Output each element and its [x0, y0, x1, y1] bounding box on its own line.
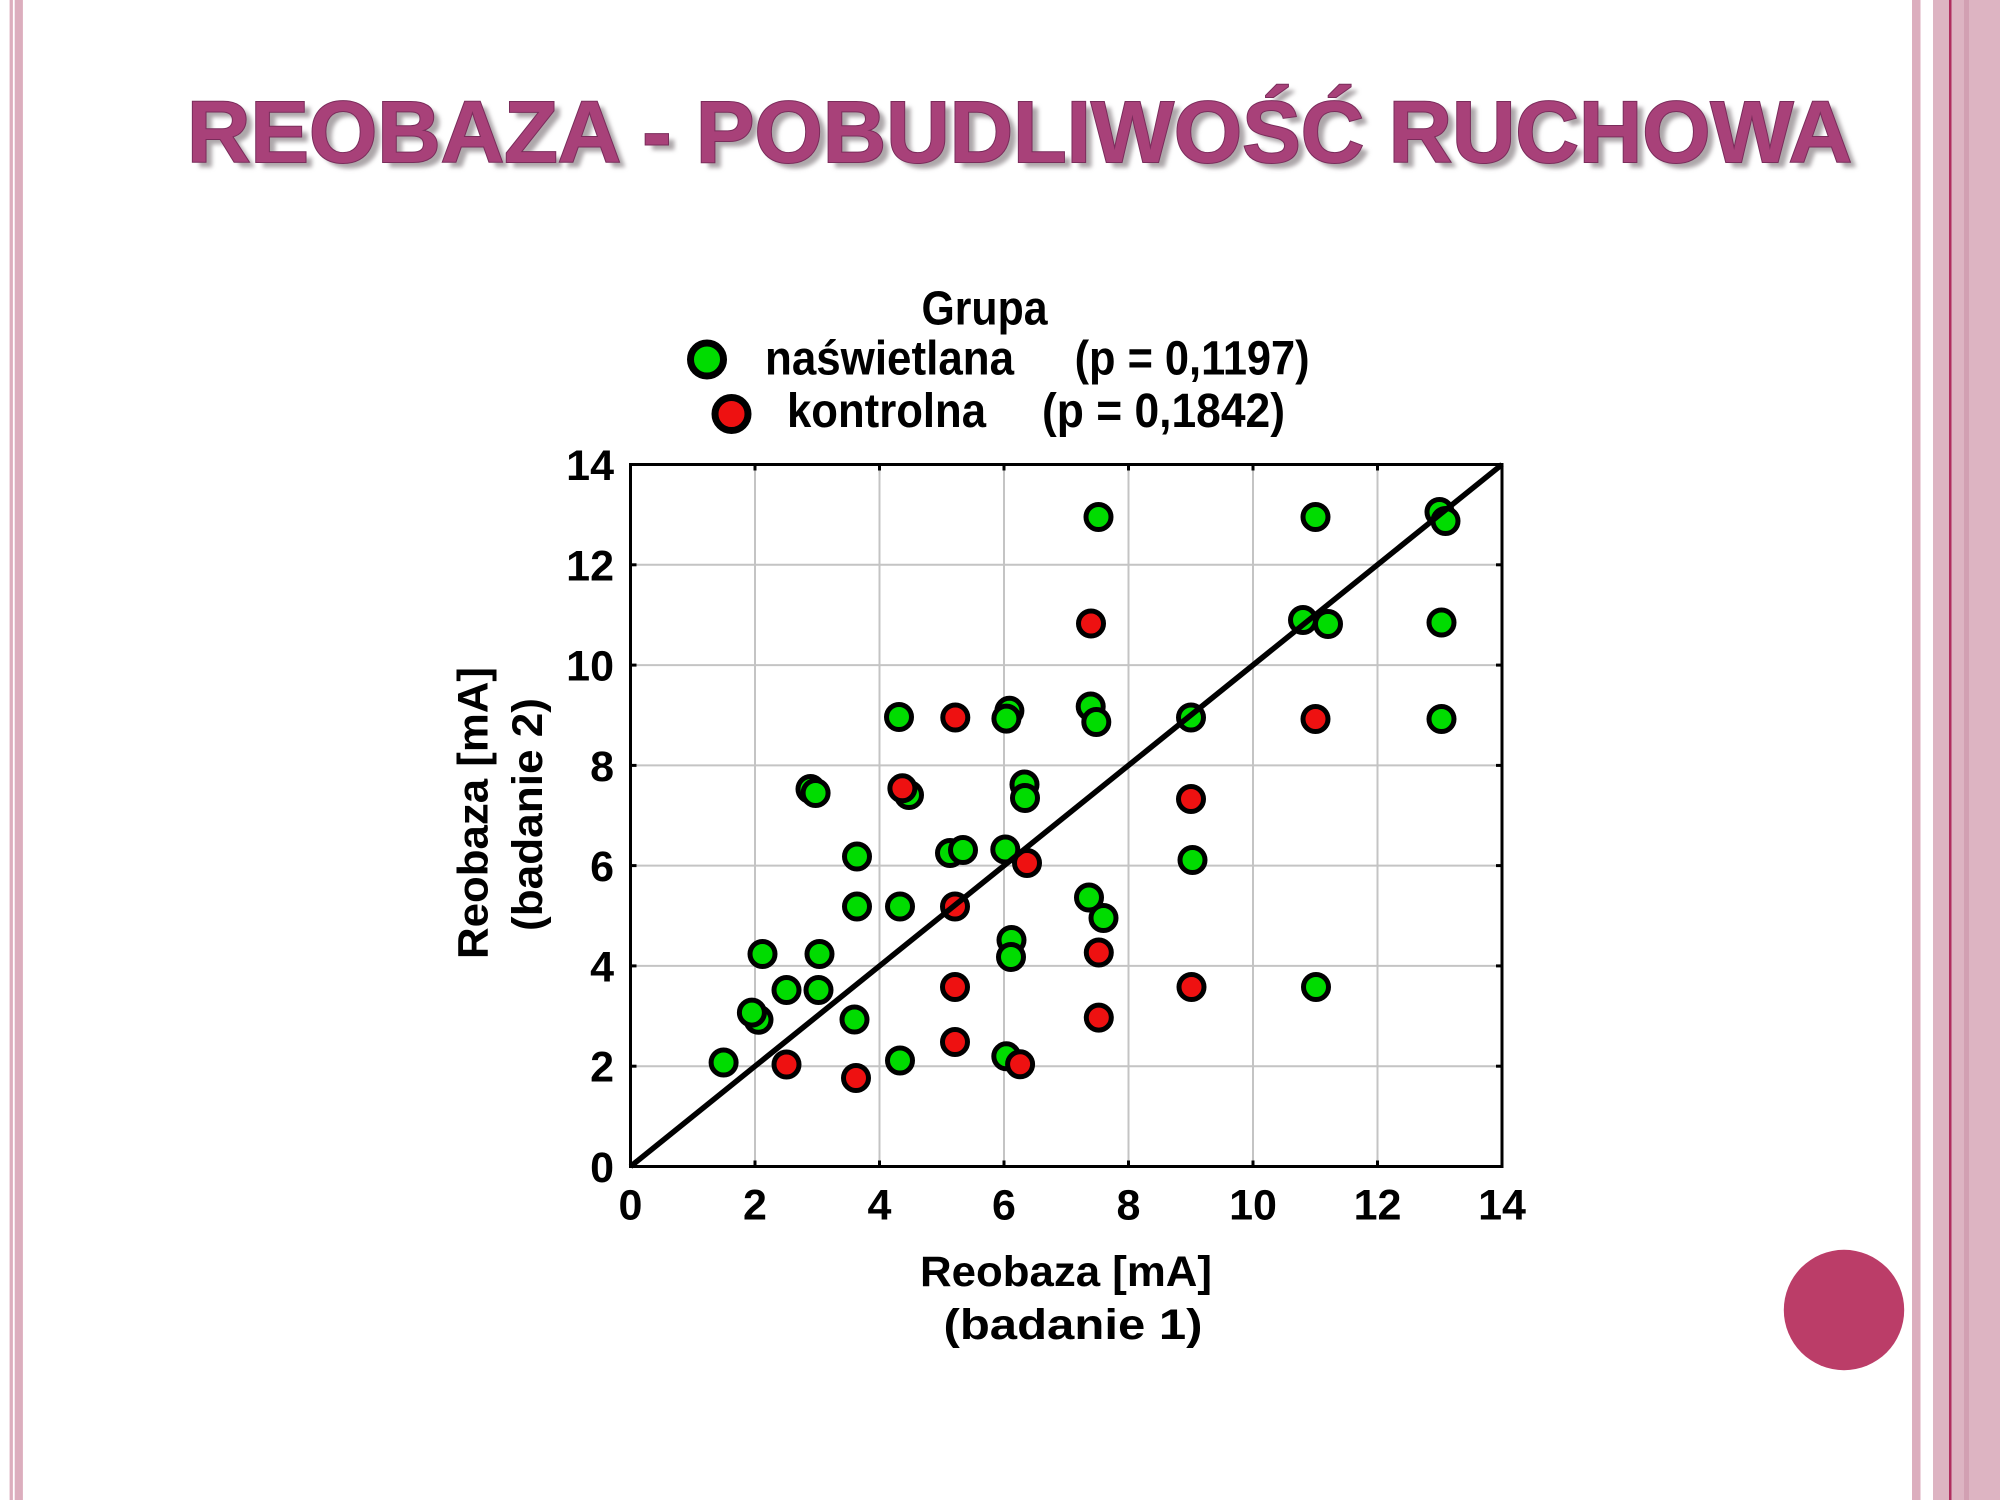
- svg-text:14: 14: [566, 442, 614, 490]
- svg-text:2: 2: [590, 1044, 614, 1092]
- svg-text:6: 6: [992, 1182, 1016, 1230]
- svg-text:10: 10: [1229, 1182, 1277, 1230]
- svg-text:4: 4: [868, 1182, 892, 1230]
- svg-text:0: 0: [590, 1144, 614, 1192]
- svg-text:8: 8: [590, 743, 614, 791]
- svg-text:(p = 0,1842): (p = 0,1842): [1042, 385, 1285, 438]
- svg-text:REOBAZA - POBUDLIWOŚĆ RUCHOWA: REOBAZA - POBUDLIWOŚĆ RUCHOWA: [194, 90, 1859, 187]
- svg-text:6: 6: [590, 843, 614, 891]
- svg-text:(p = 0,1197): (p = 0,1197): [1075, 333, 1310, 386]
- svg-text:8: 8: [1117, 1182, 1141, 1230]
- svg-text:naświetlana: naświetlana: [765, 333, 1014, 386]
- svg-text:Reobaza [mA]: Reobaza [mA]: [450, 667, 498, 959]
- svg-text:Reobaza [mA]: Reobaza [mA]: [920, 1248, 1212, 1296]
- svg-text:kontrolna: kontrolna: [787, 385, 986, 438]
- svg-text:REOBAZA - POBUDLIWOŚĆ RUCHOWA: REOBAZA - POBUDLIWOŚĆ RUCHOWA: [187, 84, 1852, 181]
- svg-text:0: 0: [619, 1182, 643, 1230]
- svg-text:14: 14: [1478, 1182, 1526, 1230]
- svg-text:Grupa: Grupa: [922, 283, 1048, 336]
- svg-text:(badanie 1): (badanie 1): [944, 1301, 1203, 1349]
- svg-text:2: 2: [743, 1182, 767, 1230]
- svg-text:12: 12: [566, 542, 614, 590]
- svg-text:10: 10: [566, 643, 614, 691]
- svg-text:12: 12: [1354, 1182, 1402, 1230]
- svg-text:(badanie 2): (badanie 2): [504, 698, 552, 931]
- svg-text:4: 4: [590, 943, 614, 991]
